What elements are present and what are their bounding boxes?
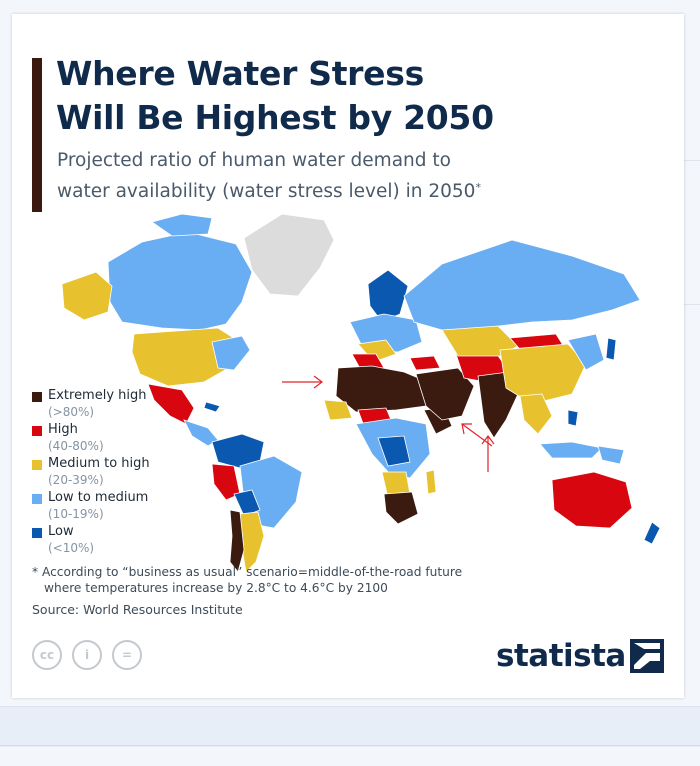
legend-label: Medium to high <box>48 456 150 471</box>
title-line-1: Where Water Stress <box>56 54 424 93</box>
bolivia-region <box>233 489 261 517</box>
source-note: Source: World Resources Institute <box>32 602 243 617</box>
south-africa-region <box>383 491 419 525</box>
new-zealand-region <box>643 521 661 545</box>
usa-east-region <box>211 335 251 371</box>
license-icons: cc i = <box>32 640 152 674</box>
southeast-asia-region <box>519 393 553 435</box>
arctic-islands-region <box>151 213 213 237</box>
annotation-arrow-india <box>481 435 495 472</box>
legend-range: (20-39%) <box>48 473 104 487</box>
page-footer-strip <box>0 706 700 747</box>
statista-logo[interactable]: statista <box>496 636 668 676</box>
chile-region <box>229 509 245 573</box>
legend-label: Extremely high <box>48 388 147 403</box>
subtitle-line-2-text: water availability (water stress level) … <box>57 181 476 202</box>
legend-range: (>80%) <box>48 405 95 419</box>
subtitle-line-2: water availability (water stress level) … <box>57 174 577 205</box>
footnote-line-1: * According to “business as usual” scena… <box>32 565 463 579</box>
page-divider <box>0 745 700 746</box>
title-accent-bar <box>32 58 42 212</box>
legend: Extremely high (>80%) High (40-80%) Medium t… <box>32 388 192 558</box>
peru-region <box>211 463 241 501</box>
china-region <box>499 343 587 405</box>
legend-label: High <box>48 422 78 437</box>
madagascar-region <box>425 469 437 495</box>
congo-region <box>377 435 411 467</box>
argentina-region <box>239 511 265 573</box>
turkey-region <box>409 355 441 371</box>
papua-region <box>597 445 625 465</box>
legend-label: Low to medium <box>48 490 149 505</box>
chart-title: Where Water Stress Will Be Highest by 20… <box>56 52 616 140</box>
east-asia-region <box>567 333 605 371</box>
legend-range: (<10%) <box>48 541 95 555</box>
legend-swatch <box>32 494 42 504</box>
legend-swatch <box>32 426 42 436</box>
legend-item: Extremely high (>80%) <box>32 388 192 422</box>
no-derivatives-icon: = <box>112 640 142 670</box>
footnote-line-2: where temperatures increase by 2.8°C to … <box>44 581 388 595</box>
legend-label: Low <box>48 524 74 539</box>
infographic-card: Where Water Stress Will Be Highest by 20… <box>12 14 684 698</box>
greenland-region <box>243 213 335 297</box>
statista-mark-icon <box>630 639 664 673</box>
legend-item: High (40-80%) <box>32 422 192 456</box>
creative-commons-icon: cc <box>32 640 62 670</box>
legend-item: Low to medium (10-19%) <box>32 490 192 524</box>
side-divider <box>684 160 700 161</box>
title-line-2: Will Be Highest by 2050 <box>56 98 494 137</box>
legend-swatch <box>32 460 42 470</box>
caribbean-region <box>203 401 221 413</box>
legend-item: Medium to high (20-39%) <box>32 456 192 490</box>
australia-region <box>551 471 633 529</box>
legend-swatch <box>32 392 42 402</box>
legend-range: (10-19%) <box>48 507 104 521</box>
west-africa-region <box>323 399 353 421</box>
alaska-region <box>61 271 113 321</box>
footnote-marker: * <box>475 181 481 194</box>
subtitle-line-1: Projected ratio of human water demand to <box>57 150 451 171</box>
world-water-stress-map <box>61 213 661 573</box>
indonesia-region <box>539 441 603 459</box>
legend-item: Low (<10%) <box>32 524 192 558</box>
middle-east-region <box>415 367 475 421</box>
attribution-icon: i <box>72 640 102 670</box>
annotation-arrow-arabia <box>461 423 493 447</box>
brand-wordmark: statista <box>496 638 626 674</box>
legend-range: (40-80%) <box>48 439 104 453</box>
north-africa-region <box>335 365 429 413</box>
scandinavia-region <box>367 269 409 323</box>
legend-swatch <box>32 528 42 538</box>
canada-region <box>107 231 253 331</box>
side-divider <box>684 304 700 305</box>
russia-region <box>403 239 641 331</box>
japan-region <box>605 337 617 361</box>
footnote: * According to “business as usual” scena… <box>32 564 592 596</box>
philippines-region <box>567 409 579 427</box>
chart-subtitle: Projected ratio of human water demand to… <box>57 147 577 205</box>
annotation-arrow-north-africa <box>282 375 323 389</box>
